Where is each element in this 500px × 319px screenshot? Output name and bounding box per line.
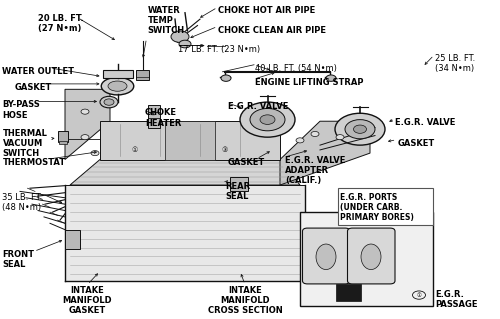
Text: E.G.R. VALVE: E.G.R. VALVE	[228, 102, 288, 111]
Bar	[59, 141, 66, 144]
Ellipse shape	[108, 81, 127, 91]
Circle shape	[335, 113, 385, 145]
Ellipse shape	[101, 77, 134, 95]
Circle shape	[100, 96, 118, 108]
Circle shape	[345, 120, 375, 139]
Bar	[336, 284, 361, 301]
Text: GASKET: GASKET	[15, 83, 52, 92]
Bar	[136, 70, 148, 80]
Text: ENGINE LIFTING STRAP: ENGINE LIFTING STRAP	[255, 78, 364, 87]
Circle shape	[296, 138, 304, 143]
Circle shape	[336, 135, 344, 140]
FancyBboxPatch shape	[338, 188, 432, 225]
Bar	[65, 230, 80, 249]
Circle shape	[179, 40, 191, 48]
Text: ①: ①	[416, 293, 422, 298]
FancyBboxPatch shape	[302, 228, 350, 284]
Polygon shape	[280, 121, 370, 185]
Text: REAR
SEAL: REAR SEAL	[225, 182, 250, 201]
Bar	[102, 70, 132, 78]
Polygon shape	[70, 160, 300, 185]
Circle shape	[240, 102, 295, 137]
Text: ③: ③	[222, 147, 228, 153]
Circle shape	[91, 151, 99, 156]
FancyBboxPatch shape	[65, 185, 305, 281]
Text: FRONT
SEAL: FRONT SEAL	[2, 250, 34, 270]
Circle shape	[311, 131, 319, 137]
FancyBboxPatch shape	[100, 121, 280, 160]
Text: 17 LB. FT. (23 N•m): 17 LB. FT. (23 N•m)	[178, 45, 260, 54]
Circle shape	[104, 99, 114, 105]
Text: INTAKE
MANIFOLD
CROSS SECTION: INTAKE MANIFOLD CROSS SECTION	[208, 286, 282, 315]
Circle shape	[250, 108, 285, 131]
Text: CHOKE CLEAN AIR PIPE: CHOKE CLEAN AIR PIPE	[218, 26, 326, 34]
Circle shape	[81, 109, 89, 114]
Circle shape	[412, 291, 426, 299]
FancyBboxPatch shape	[348, 228, 395, 284]
Bar	[165, 121, 215, 160]
Text: ①: ①	[132, 147, 138, 153]
Text: E.G.R. VALVE: E.G.R. VALVE	[395, 118, 456, 127]
Text: E.G.R.
PASSAGE: E.G.R. PASSAGE	[435, 290, 478, 309]
Text: E.G.R. PORTS
(UNDER CARB.
PRIMARY BORES): E.G.R. PORTS (UNDER CARB. PRIMARY BORES)	[340, 193, 414, 222]
Circle shape	[81, 135, 89, 140]
Bar	[148, 105, 160, 128]
Text: CHOKE HOT AIR PIPE: CHOKE HOT AIR PIPE	[218, 6, 315, 15]
Text: WATER OUTLET: WATER OUTLET	[2, 67, 74, 76]
Text: CHOKE
HEATER: CHOKE HEATER	[145, 108, 182, 128]
Text: 35 LB. FT.
(48 N•m): 35 LB. FT. (48 N•m)	[2, 193, 43, 212]
Text: BY-PASS
HOSE: BY-PASS HOSE	[2, 100, 40, 120]
Text: WATER
TEMP
SWITCH: WATER TEMP SWITCH	[148, 6, 184, 35]
Text: THERMOSTAT: THERMOSTAT	[2, 158, 66, 167]
Text: 25 LB. FT.
(34 N•m): 25 LB. FT. (34 N•m)	[435, 54, 475, 73]
Bar	[230, 177, 248, 191]
Text: GASKET: GASKET	[398, 139, 435, 148]
Bar	[58, 131, 68, 142]
Circle shape	[260, 115, 275, 124]
Text: INTAKE
MANIFOLD
GASKET: INTAKE MANIFOLD GASKET	[62, 286, 112, 315]
Ellipse shape	[361, 244, 381, 270]
Text: E.G.R. VALVE
ADAPTER
(CALIF.): E.G.R. VALVE ADAPTER (CALIF.)	[285, 156, 346, 185]
Circle shape	[354, 125, 366, 133]
Polygon shape	[65, 89, 110, 160]
Text: 20 LB. FT.
(27 N•m): 20 LB. FT. (27 N•m)	[38, 14, 83, 33]
FancyBboxPatch shape	[300, 212, 432, 306]
Circle shape	[221, 75, 231, 81]
Text: THERMAL
VACUUM
SWITCH: THERMAL VACUUM SWITCH	[2, 129, 48, 158]
Circle shape	[171, 31, 189, 42]
Text: GASKET: GASKET	[228, 158, 265, 167]
Text: 40 LB. FT. (54 N•m): 40 LB. FT. (54 N•m)	[255, 64, 337, 73]
Circle shape	[326, 75, 336, 81]
Ellipse shape	[316, 244, 336, 270]
